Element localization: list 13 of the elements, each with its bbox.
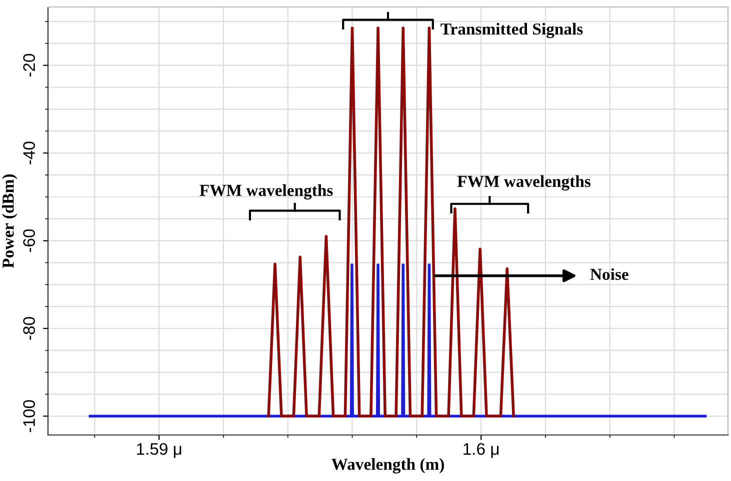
y-tick-label: -20 (23, 54, 35, 77)
annotation: FWM wavelengths (200, 184, 333, 200)
y-tick-label: -100 (23, 400, 35, 432)
x-tick-label: 1.6 μ (464, 443, 499, 458)
annotation: FWM wavelengths (457, 175, 590, 191)
annotation: Noise (590, 268, 628, 280)
y-tick-label: -40 (23, 142, 35, 164)
y-tick-label: -80 (23, 317, 35, 340)
annotation: Transmitted Signals (440, 22, 583, 38)
y-axis-title: Power (dBm) (2, 174, 18, 268)
y-tick-label: -60 (23, 229, 35, 252)
x-tick-label: 1.59 μ (137, 443, 182, 458)
x-axis-title: Wavelength (m) (332, 458, 444, 474)
